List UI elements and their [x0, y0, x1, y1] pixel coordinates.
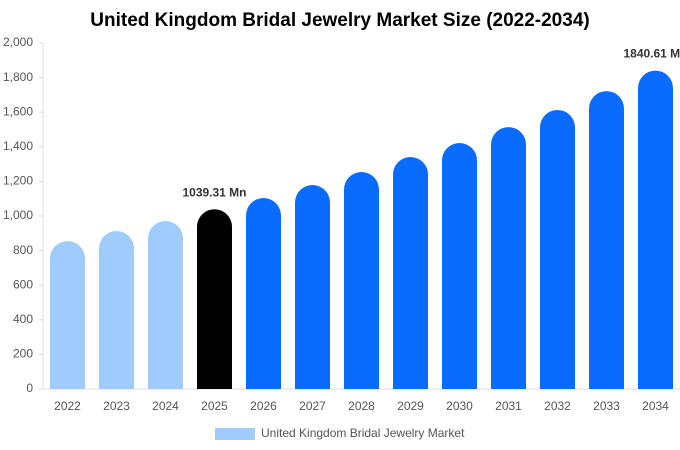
x-tick-label: 2026 — [250, 399, 277, 413]
y-tick-label: 1,400 — [3, 139, 33, 153]
bar — [442, 142, 477, 389]
y-tick-label: 400 — [13, 312, 33, 326]
bar — [589, 91, 624, 390]
x-tick-label: 2031 — [495, 399, 522, 413]
bar — [148, 221, 183, 389]
bar — [246, 198, 281, 389]
bar — [344, 172, 379, 389]
y-tick-label: 600 — [13, 277, 33, 291]
x-tick-label: 2024 — [152, 399, 179, 413]
bar — [540, 109, 575, 390]
x-tick-label: 2022 — [54, 399, 81, 413]
y-tick-label: 0 — [26, 381, 33, 395]
x-tick-label: 2032 — [544, 399, 571, 413]
x-tick-label: 2034 — [642, 399, 669, 413]
value-label: 1840.61 Mn — [623, 47, 680, 61]
x-tick-label: 2023 — [103, 399, 130, 413]
y-tick-label: 1,200 — [3, 174, 33, 188]
x-tick-label: 2025 — [201, 399, 228, 413]
legend-swatch — [215, 428, 255, 440]
bar — [295, 185, 330, 389]
chart-title: United Kingdom Bridal Jewelry Market Siz… — [90, 10, 589, 31]
bar — [638, 70, 673, 390]
bar — [50, 241, 85, 389]
y-tick-label: 1,000 — [3, 208, 33, 222]
x-tick-label: 2033 — [593, 399, 620, 413]
x-tick-label: 2030 — [446, 399, 473, 413]
x-tick-label: 2027 — [299, 399, 326, 413]
y-tick-label: 200 — [13, 347, 33, 361]
y-tick-label: 1,800 — [3, 70, 33, 84]
bar — [99, 231, 134, 389]
bar — [197, 209, 232, 389]
value-label: 1039.31 Mn — [182, 185, 246, 199]
y-tick-label: 1,600 — [3, 104, 33, 118]
bar — [393, 157, 428, 389]
legend-label: United Kingdom Bridal Jewelry Market — [261, 426, 465, 440]
bar — [491, 127, 526, 390]
y-tick-label: 800 — [13, 243, 33, 257]
y-tick-label: 2,000 — [3, 35, 33, 49]
x-tick-label: 2028 — [348, 399, 375, 413]
x-tick-label: 2029 — [397, 399, 424, 413]
